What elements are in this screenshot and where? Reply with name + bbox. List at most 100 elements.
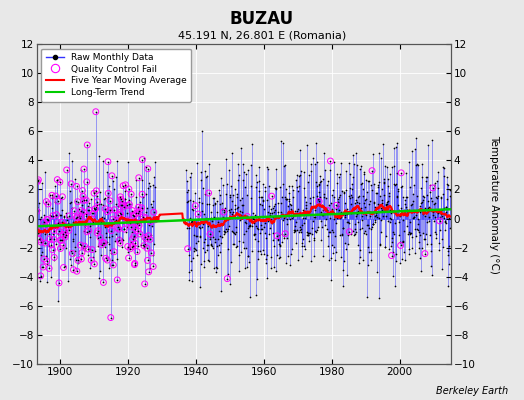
Point — [312, 178, 320, 185]
Point — [130, 233, 138, 239]
Point — [32, 208, 41, 214]
Point — [83, 179, 91, 185]
Point — [264, 165, 272, 172]
Point — [268, 210, 276, 216]
Point — [229, 241, 237, 247]
Point — [122, 200, 130, 206]
Point — [123, 223, 131, 230]
Point — [125, 186, 133, 192]
Point — [290, 211, 298, 218]
Point — [42, 198, 50, 205]
Point — [278, 194, 286, 200]
Point — [59, 233, 68, 240]
Point — [202, 174, 210, 180]
Point — [123, 210, 131, 216]
Point — [92, 188, 101, 194]
Point — [123, 217, 132, 223]
Point — [70, 248, 79, 254]
Point — [39, 264, 47, 270]
Point — [311, 206, 320, 213]
Point — [207, 241, 215, 247]
Point — [83, 179, 91, 185]
Point — [246, 195, 255, 202]
Point — [212, 215, 221, 222]
Point — [299, 168, 308, 175]
Point — [389, 163, 398, 169]
Point — [244, 167, 253, 173]
Point — [37, 213, 46, 220]
Point — [105, 207, 114, 214]
Point — [324, 209, 332, 215]
Point — [33, 204, 41, 210]
Point — [62, 226, 70, 233]
Point — [87, 257, 95, 264]
Point — [243, 264, 251, 270]
Point — [306, 195, 314, 201]
Point — [63, 277, 72, 284]
Point — [433, 177, 441, 184]
Point — [117, 244, 126, 250]
Point — [129, 212, 137, 219]
Point — [102, 239, 111, 246]
Point — [345, 160, 353, 166]
Point — [82, 220, 91, 227]
Point — [209, 245, 217, 252]
Point — [274, 236, 282, 242]
Point — [103, 208, 111, 215]
Point — [53, 176, 61, 183]
Point — [389, 249, 397, 255]
Point — [110, 206, 118, 213]
Point — [94, 243, 102, 250]
Point — [299, 207, 308, 213]
Point — [64, 222, 72, 229]
Point — [94, 228, 102, 234]
Point — [428, 209, 436, 216]
Point — [41, 168, 50, 175]
Point — [399, 207, 408, 213]
Point — [434, 168, 442, 175]
Point — [267, 254, 276, 260]
Point — [390, 230, 398, 237]
Point — [119, 182, 127, 189]
Point — [145, 183, 154, 189]
Point — [77, 256, 85, 262]
Point — [61, 232, 70, 238]
Point — [135, 222, 143, 229]
Point — [183, 199, 191, 205]
Point — [39, 219, 48, 226]
Point — [329, 250, 337, 256]
Point — [66, 188, 74, 195]
Point — [369, 221, 377, 228]
Point — [111, 218, 119, 224]
Point — [287, 206, 296, 212]
Point — [274, 199, 282, 206]
Point — [268, 214, 277, 220]
Point — [416, 208, 424, 215]
Point — [302, 142, 311, 148]
Point — [352, 228, 360, 235]
Point — [40, 212, 49, 218]
Point — [212, 209, 221, 215]
Point — [89, 210, 97, 217]
Point — [52, 212, 61, 218]
Point — [377, 186, 386, 192]
Point — [440, 204, 449, 211]
Point — [138, 156, 147, 163]
Point — [309, 155, 317, 161]
Point — [394, 202, 402, 208]
Point — [367, 182, 375, 188]
Point — [408, 234, 416, 240]
Point — [221, 205, 229, 211]
Point — [235, 268, 243, 274]
Point — [138, 241, 147, 248]
Point — [182, 225, 191, 231]
Point — [120, 226, 128, 232]
Point — [71, 198, 80, 204]
Point — [427, 248, 435, 254]
Point — [188, 220, 196, 226]
Point — [397, 170, 406, 176]
Point — [127, 191, 135, 198]
Point — [73, 214, 82, 220]
Point — [246, 222, 255, 228]
Point — [133, 220, 141, 226]
